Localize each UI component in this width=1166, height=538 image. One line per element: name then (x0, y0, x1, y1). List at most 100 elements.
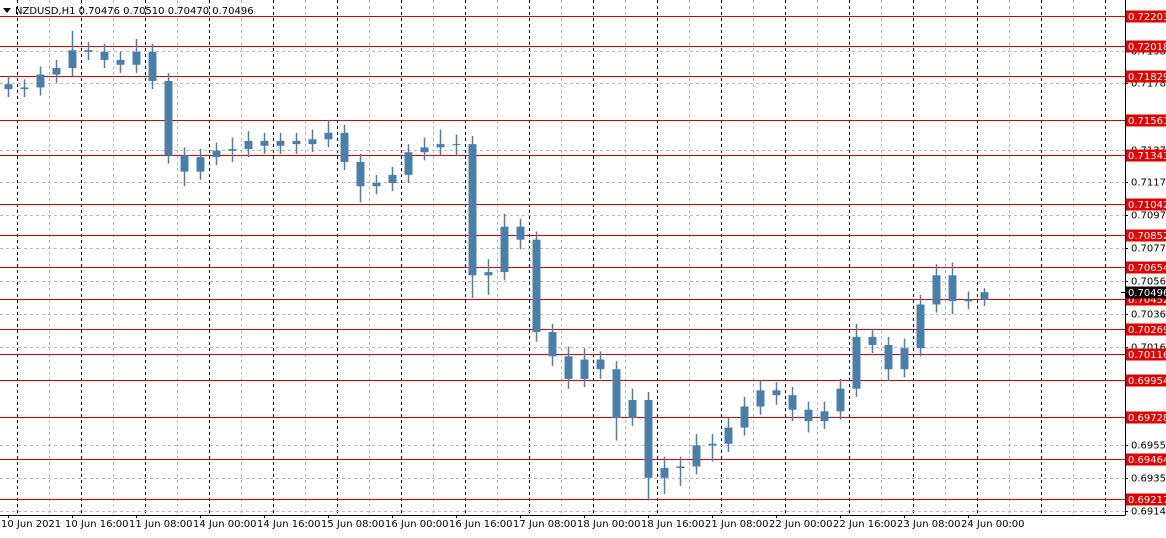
candle-body (20, 87, 29, 90)
candle-body (372, 183, 381, 187)
candle-body (772, 390, 781, 396)
x-tick-label: 10 Jun 2021 (1, 519, 61, 530)
candle-body (740, 406, 749, 428)
candle-body (228, 148, 237, 151)
candle-body (596, 359, 605, 370)
x-tick-label: 22 Jun 16:00 (833, 519, 897, 530)
candle-body (244, 140, 253, 149)
candle-body (964, 299, 973, 302)
x-tick-label: 14 Jun 16:00 (257, 519, 321, 530)
candle-body (420, 147, 429, 153)
level-label-box (1126, 198, 1166, 211)
candle-body (692, 445, 701, 467)
level-label-box (1126, 10, 1166, 23)
candle-body (916, 304, 925, 349)
level-label: 0.70116 (1128, 350, 1166, 361)
level-label: 0.70452 (1128, 295, 1166, 306)
candle-body (276, 140, 285, 146)
level-label: 0.72203 (1128, 12, 1166, 23)
candle-body (980, 292, 989, 300)
candle-body (404, 152, 413, 175)
level-label-box (1126, 114, 1166, 127)
labels: 0.719850.717850.713750.711750.709700.707… (1, 10, 1166, 530)
candle-body (436, 144, 445, 148)
y-tick-label: 0.70565 (1131, 277, 1166, 288)
menu-arrow[interactable] (3, 8, 11, 13)
level-label-box (1126, 229, 1166, 242)
candle-body (612, 369, 621, 418)
candle-body (724, 427, 733, 444)
candle-body (548, 331, 557, 357)
candle-body (324, 132, 333, 140)
level-label: 0.72018 (1128, 42, 1166, 53)
level-label: 0.71561 (1128, 116, 1166, 127)
level-label-box (1126, 40, 1166, 53)
candle-body (292, 140, 301, 145)
level-label: 0.69217 (1128, 495, 1166, 506)
candle-body (532, 239, 541, 332)
x-tick-label: 15 Jun 08:00 (321, 519, 385, 530)
level-label-box (1126, 493, 1166, 506)
candle-body (884, 344, 893, 370)
candle-body (388, 174, 397, 184)
level-label: 0.69954 (1128, 376, 1166, 387)
candle-body (516, 226, 525, 240)
candle-body (708, 443, 717, 446)
marks (0, 16, 1125, 501)
candle-body (196, 157, 205, 172)
x-tick-label: 16 Jun 00:00 (385, 519, 449, 530)
x-tick-label: 23 Jun 08:00 (897, 519, 961, 530)
x-tick-label: 14 Jun 00:00 (193, 519, 257, 530)
candle-body (180, 155, 189, 172)
candle-body (500, 226, 509, 273)
candle-body (132, 51, 141, 65)
level-label-box (1126, 323, 1166, 336)
candle-body (788, 395, 797, 410)
candle-body (676, 466, 685, 469)
x-tick-label: 18 Jun 16:00 (641, 519, 705, 530)
candle-body (868, 336, 877, 345)
candle-body (644, 400, 653, 478)
x-tick-label: 21 Jun 08:00 (705, 519, 769, 530)
level-label: 0.71042 (1128, 200, 1166, 211)
level-label-box (1126, 149, 1166, 162)
level-label-box (1126, 374, 1166, 387)
chart-title: NZDUSD,H1 0.70476 0.70510 0.70470 0.7049… (15, 6, 254, 17)
level-label: 0.71829 (1128, 72, 1166, 83)
candle-body (84, 50, 93, 52)
candle-body (148, 51, 157, 81)
candle-body (36, 74, 45, 88)
candle-body (932, 275, 941, 305)
level-label: 0.69464 (1128, 455, 1166, 466)
level-label-box (1126, 261, 1166, 274)
level-label-box (1126, 411, 1166, 424)
candle-body (852, 336, 861, 389)
y-tick-label: 0.71785 (1131, 79, 1166, 90)
x-tick-label: 24 Jun 00:00 (961, 519, 1025, 530)
candle-body (52, 68, 61, 75)
candle-body (4, 84, 13, 90)
candle-body (164, 80, 173, 156)
candle-body (452, 144, 461, 146)
level-label-box (1126, 348, 1166, 361)
candle-body (836, 388, 845, 412)
x-tick-label: 18 Jun 00:00 (577, 519, 641, 530)
last-price-label: 0.70496 (1128, 288, 1166, 299)
candle-body (756, 390, 765, 407)
level-label: 0.69728 (1128, 413, 1166, 424)
y-tick-label: 0.71175 (1131, 178, 1166, 189)
x-tick-label: 16 Jun 16:00 (449, 519, 513, 530)
candle-body (468, 144, 477, 276)
candle-body (212, 150, 221, 158)
x-tick-label: 17 Jun 08:00 (513, 519, 577, 530)
candle-body (260, 140, 269, 146)
candle-body (68, 50, 77, 69)
candle-body (564, 356, 573, 379)
last-price-box (1126, 286, 1166, 299)
